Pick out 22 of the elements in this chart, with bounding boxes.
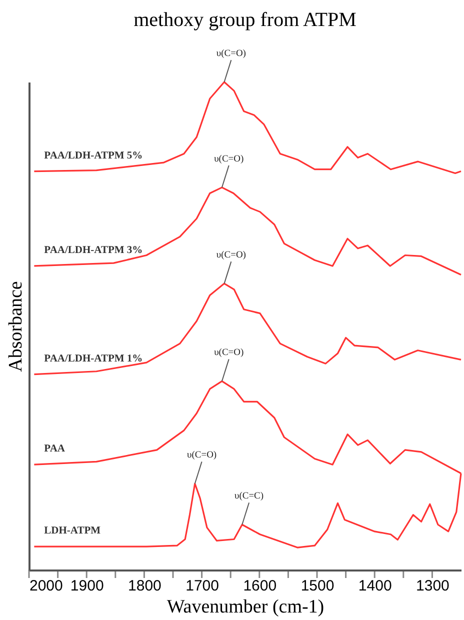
annotation: υ(C=O) <box>187 450 217 461</box>
x-axis-title: Wavenumber (cm-1) <box>166 596 324 618</box>
annotation: υ(C=O) <box>214 348 244 358</box>
annotation: υ(C=O) <box>216 49 246 60</box>
y-axis-title: Absorbance <box>6 281 26 372</box>
series-label: PAA/LDH-ATPM 5% <box>44 150 143 162</box>
x-tick-label: 1900 <box>70 578 104 594</box>
x-tick-label: 1300 <box>416 578 450 594</box>
annotation: υ(C=C) <box>234 492 264 502</box>
series-label: PAA <box>44 444 66 455</box>
x-tick-label: 1400 <box>358 578 392 594</box>
x-tick-label: 1500 <box>300 578 334 594</box>
x-tick-label: 1700 <box>186 578 219 594</box>
annotation: υ(C=O) <box>216 250 246 261</box>
series-label: PAA/LDH-ATPM 1% <box>44 353 143 364</box>
x-tick-label: 1600 <box>243 578 277 594</box>
series-label: LDH-ATPM <box>44 526 101 537</box>
annotation: υ(C=O) <box>214 154 244 164</box>
x-tick-label: 1800 <box>128 578 162 594</box>
chart-title: methoxy group from ATPM <box>134 9 357 32</box>
x-tick-label: 2000 <box>30 578 63 594</box>
series-label: PAA/LDH-ATPM 3% <box>44 244 143 256</box>
